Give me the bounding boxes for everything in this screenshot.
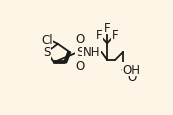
Text: OH: OH	[123, 63, 141, 76]
Text: O: O	[76, 32, 85, 45]
Text: S: S	[43, 46, 51, 59]
Text: Cl: Cl	[41, 34, 53, 47]
Text: S: S	[76, 46, 84, 59]
Text: F: F	[96, 29, 102, 42]
Text: O: O	[76, 60, 85, 72]
Text: NH: NH	[83, 46, 100, 59]
Text: F: F	[112, 29, 119, 42]
Text: O: O	[127, 70, 136, 83]
Text: F: F	[104, 22, 110, 34]
